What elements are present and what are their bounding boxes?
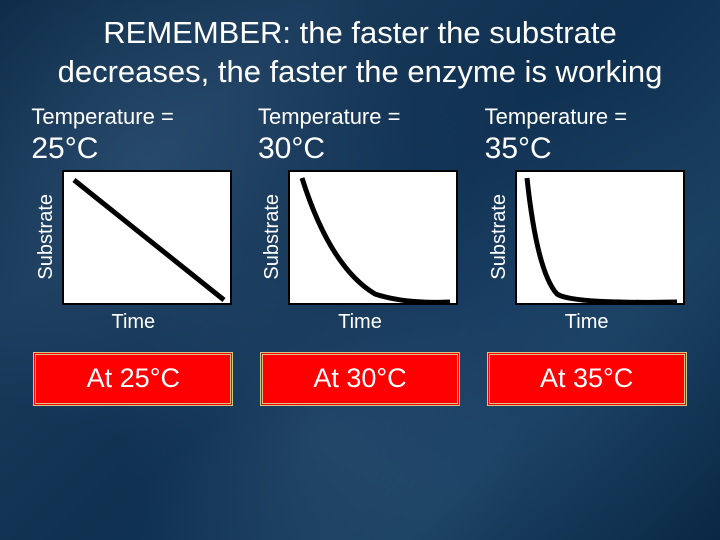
panel-35c: Temperature = 35°C Substrate Time (477, 98, 697, 334)
button-row: At 25°C At 30°C At 35°C (0, 352, 720, 406)
temp-label: Temperature = (31, 104, 173, 130)
x-axis-label: Time (111, 311, 155, 334)
x-axis-label: Time (565, 311, 609, 334)
temp-value: 35°C (485, 132, 552, 166)
slide-title: REMEMBER: the faster the substrate decre… (0, 0, 720, 98)
temp-value: 30°C (258, 132, 325, 166)
y-axis-label: Substrate (488, 194, 511, 280)
y-axis-label: Substrate (35, 194, 58, 280)
temp-value: 25°C (31, 132, 98, 166)
substrate-chart-25c (62, 170, 232, 305)
substrate-chart-35c (515, 170, 685, 305)
y-axis-label: Substrate (261, 194, 284, 280)
at-30c-button[interactable]: At 30°C (260, 352, 460, 406)
x-axis-label: Time (338, 311, 382, 334)
charts-row: Temperature = 25°C Substrate Time Temper… (0, 98, 720, 334)
temp-label: Temperature = (258, 104, 400, 130)
temp-label: Temperature = (485, 104, 627, 130)
at-35c-button[interactable]: At 35°C (487, 352, 687, 406)
panel-30c: Temperature = 30°C Substrate Time (250, 98, 470, 334)
at-25c-button[interactable]: At 25°C (33, 352, 233, 406)
substrate-chart-30c (288, 170, 458, 305)
curve-25c (74, 180, 224, 300)
panel-25c: Temperature = 25°C Substrate Time (23, 98, 243, 334)
curve-30c (302, 178, 450, 302)
curve-35c (527, 178, 677, 302)
